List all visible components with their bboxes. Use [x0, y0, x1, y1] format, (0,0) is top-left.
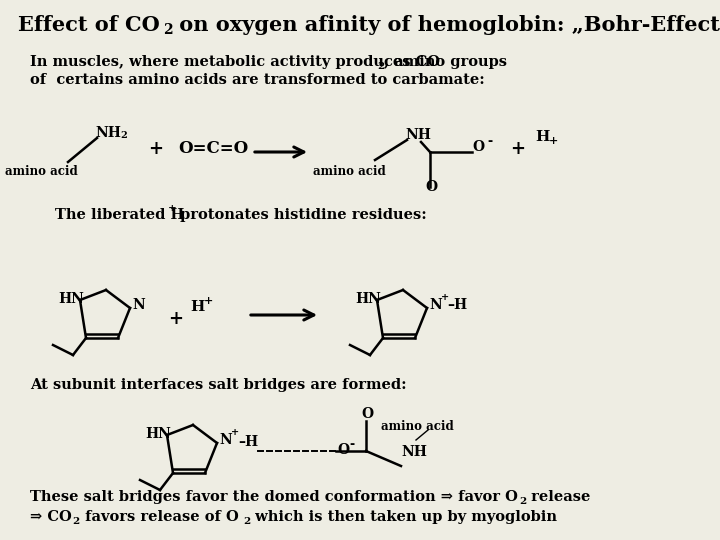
- Text: Effect of CO: Effect of CO: [18, 15, 160, 35]
- Text: amino acid: amino acid: [5, 165, 78, 178]
- Text: 2: 2: [377, 62, 384, 71]
- Text: H: H: [190, 300, 204, 314]
- Text: 2: 2: [120, 131, 127, 140]
- Text: on oxygen afinity of hemoglobin: „Bohr-Effect“: on oxygen afinity of hemoglobin: „Bohr-E…: [172, 15, 720, 35]
- Text: 2: 2: [519, 497, 526, 506]
- Text: +: +: [148, 140, 163, 158]
- Text: The liberated H: The liberated H: [55, 208, 184, 222]
- Text: amino acid: amino acid: [313, 165, 386, 178]
- Text: +: +: [204, 295, 213, 306]
- Text: +: +: [549, 135, 558, 146]
- Text: O: O: [425, 180, 437, 194]
- Text: –H: –H: [238, 435, 258, 449]
- Text: +: +: [231, 428, 239, 437]
- Text: HN: HN: [58, 292, 84, 306]
- Text: protonates histidine residues:: protonates histidine residues:: [175, 208, 427, 222]
- Text: +: +: [441, 293, 449, 302]
- Text: NH: NH: [405, 128, 431, 142]
- Text: +: +: [510, 140, 525, 158]
- Text: These salt bridges favor the domed conformation ⇒ favor O: These salt bridges favor the domed confo…: [30, 490, 518, 504]
- Text: N: N: [429, 298, 442, 312]
- Text: –H: –H: [447, 298, 467, 312]
- Text: In muscles, where metabolic activity produces CO: In muscles, where metabolic activity pro…: [30, 55, 440, 69]
- Text: O: O: [337, 443, 349, 457]
- Text: NH: NH: [95, 126, 121, 140]
- Text: At subunit interfaces salt bridges are formed:: At subunit interfaces salt bridges are f…: [30, 378, 407, 392]
- Text: favors release of O: favors release of O: [80, 510, 239, 524]
- Text: ⇒ CO: ⇒ CO: [30, 510, 72, 524]
- Text: amino acid: amino acid: [381, 420, 454, 433]
- Text: 2: 2: [163, 23, 173, 37]
- Text: +: +: [168, 204, 176, 213]
- Text: O=C=O: O=C=O: [178, 140, 248, 157]
- Text: -: -: [487, 135, 492, 148]
- Text: 2: 2: [243, 517, 251, 526]
- Text: N: N: [132, 298, 145, 312]
- Text: +: +: [168, 310, 183, 328]
- Text: of  certains amino acids are transformed to carbamate:: of certains amino acids are transformed …: [30, 73, 485, 87]
- Text: NH: NH: [401, 445, 427, 459]
- Text: 2: 2: [72, 517, 79, 526]
- Text: release: release: [526, 490, 590, 504]
- Text: O: O: [472, 140, 484, 154]
- Text: which is then taken up by myoglobin: which is then taken up by myoglobin: [250, 510, 557, 524]
- Text: -: -: [349, 438, 354, 451]
- Text: HN: HN: [355, 292, 381, 306]
- Text: H: H: [535, 130, 549, 144]
- Text: O: O: [361, 407, 373, 421]
- Text: HN: HN: [145, 427, 171, 441]
- Text: N: N: [219, 433, 232, 447]
- Text: , amino groups: , amino groups: [384, 55, 507, 69]
